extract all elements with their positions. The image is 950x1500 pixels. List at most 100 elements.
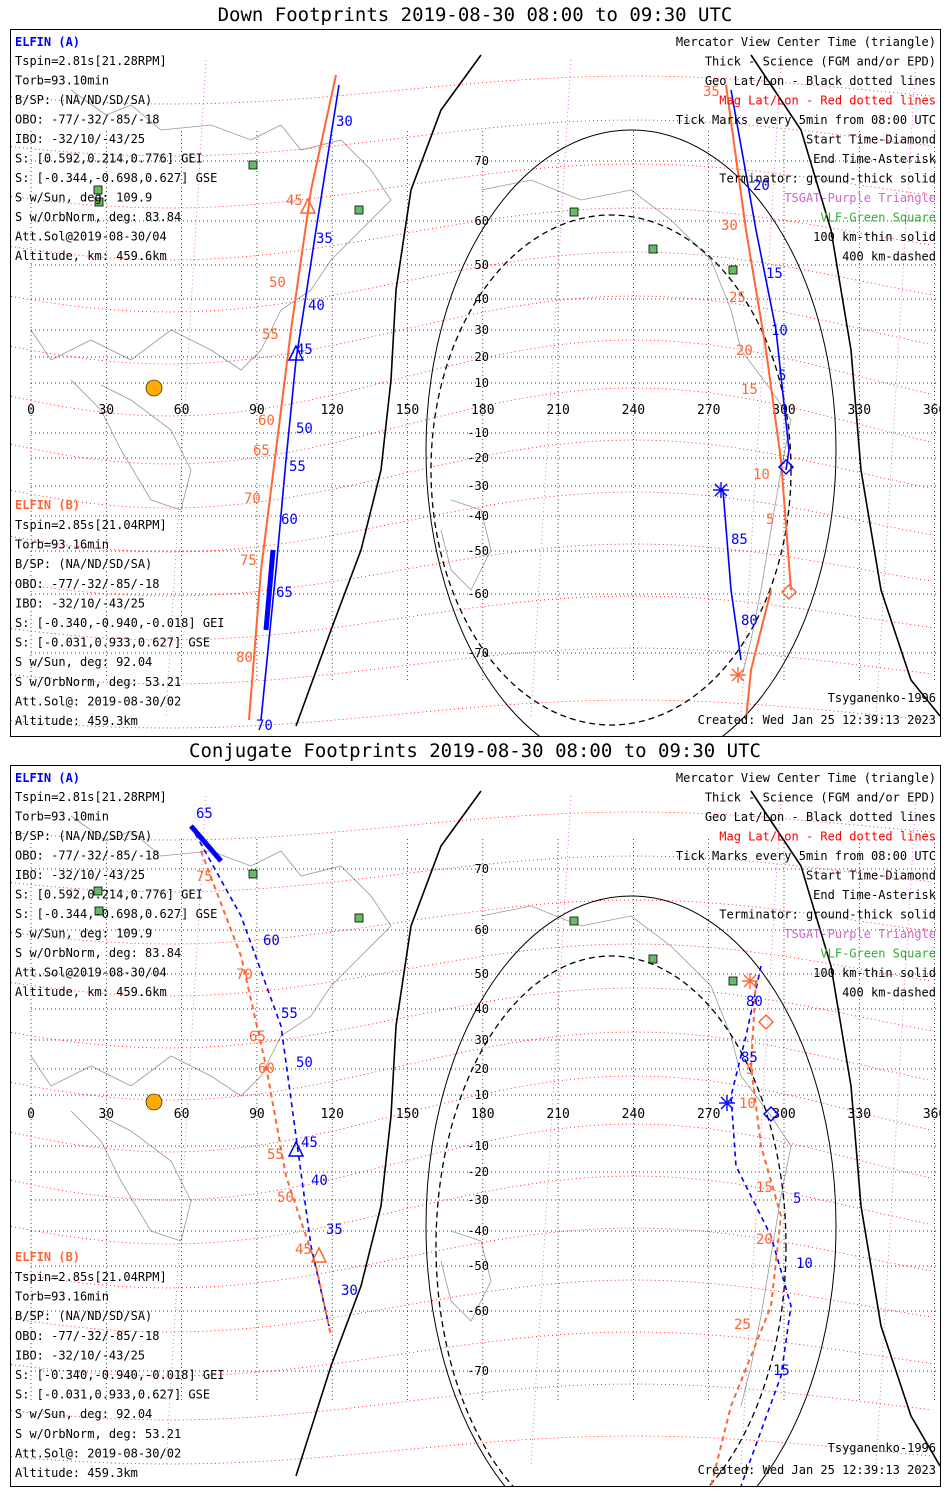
elfin-b-end-asterisk-stroke <box>743 974 757 988</box>
elfin-a-track-south <box>722 489 742 661</box>
latitude-label: 20 <box>475 1062 489 1076</box>
terminator-left <box>295 790 482 1477</box>
legend-entry: Mercator View Center Time (triangle) <box>676 35 936 49</box>
latitude-label: -10 <box>467 426 489 440</box>
latitude-label: 60 <box>475 214 489 228</box>
elfin-a-tick-label: 50 <box>296 421 313 437</box>
elfin-a-tick-label: 80 <box>746 994 763 1010</box>
elfin-b-info-line: S: [-0.031,0.933,0.627] GSE <box>15 636 210 650</box>
elfin-a-info-line: S w/OrbNorm, deg: 83.84 <box>15 210 181 224</box>
elfin-a-tick-label: 5 <box>793 1191 801 1207</box>
legend-entry: 400 km-dashed <box>842 250 936 264</box>
elfin-b-tick-label: 60 <box>258 1061 275 1077</box>
africa-coastline <box>70 379 192 511</box>
mag-latitude-line <box>11 1227 932 1289</box>
legend-entry: Terminator: ground-thick solid <box>719 172 936 186</box>
elfin-b-track-right <box>710 980 783 1486</box>
elfin-b-info-line: Altitude: 459.3km <box>15 714 138 728</box>
elfin-b-tick-label: 25 <box>734 1317 751 1333</box>
elfin-a-info-line: Att.Sol@2019-08-30/04 <box>15 230 167 244</box>
elfin-b-info-line: Torb=93.16min <box>15 538 109 552</box>
vlf-station-square <box>354 913 364 923</box>
mag-latitude-line <box>11 987 932 1049</box>
elfin-b-info-line: B/SP: (NA/ND/SD/SA) <box>15 1309 152 1323</box>
latitude-label: 50 <box>475 258 489 272</box>
down-map-svg: 0306090120150180210240270300330360706050… <box>11 35 940 736</box>
americas-coastline <box>480 905 792 1407</box>
vlf-station-square <box>248 160 258 170</box>
elfin-b-tick-label: 60 <box>258 413 275 429</box>
elfin-a-tick-label: 50 <box>296 1055 313 1071</box>
longitude-label: 60 <box>174 1107 190 1122</box>
latitude-label: -30 <box>467 479 489 493</box>
visibility-400km-oval <box>435 955 787 1486</box>
elfin-b-track-south <box>745 589 772 721</box>
elfin-a-info-line: S: [-0.344,-0.698,0.627] GSE <box>15 907 217 921</box>
elfin-a-track-left <box>190 825 330 1327</box>
elfin-b-end-asterisk-stroke <box>731 668 745 682</box>
legend-entry: TSGAT-Purple Triangle <box>784 927 936 941</box>
elfin-b-name: ELFIN (B) <box>15 498 80 512</box>
latitude-label: -20 <box>467 451 489 465</box>
elfin-a-tick-label: 10 <box>796 1256 813 1272</box>
latitude-label: -60 <box>467 587 489 601</box>
elfin-b-info-line: Altitude: 459.3km <box>15 1466 138 1480</box>
longitude-label: 180 <box>471 1107 494 1122</box>
latitude-label: 70 <box>475 154 489 168</box>
legend-entry: VLF-Green Square <box>820 211 936 225</box>
elfin-a-tick-label: 60 <box>263 933 280 949</box>
latitude-label: 30 <box>475 1033 489 1047</box>
elfin-a-tick-label: 85 <box>731 532 748 548</box>
elfin-a-end-asterisk-stroke <box>714 483 728 497</box>
latitude-label: -70 <box>467 646 489 660</box>
terminator-right <box>750 54 940 717</box>
elfin-b-tick-label: 50 <box>269 275 286 291</box>
elfin-b-info-line: Torb=93.16min <box>15 1290 109 1304</box>
elfin-a-info-line: Att.Sol@2019-08-30/04 <box>15 966 167 980</box>
terminator-right <box>750 790 940 1467</box>
elfin-b-start-diamond <box>780 583 798 601</box>
elfin-b-tick-label: 15 <box>741 382 758 398</box>
legend-entry: Geo Lat/Lon - Black dotted lines <box>705 810 936 824</box>
down-panel-title: Down Footprints 2019-08-30 08:00 to 09:3… <box>217 4 733 26</box>
legend-entry: 100 km-thin solid <box>813 230 936 244</box>
longitude-label: 360 <box>923 1107 940 1122</box>
latitude-label: 20 <box>475 350 489 364</box>
elfin-a-start-diamond <box>762 1105 780 1123</box>
legend-entry: Geo Lat/Lon - Black dotted lines <box>705 74 936 88</box>
vlf-station-square <box>354 205 364 215</box>
legend-entry: 100 km-thin solid <box>813 966 936 980</box>
elfin-a-name: ELFIN (A) <box>15 771 80 785</box>
latitude-label: 70 <box>475 862 489 876</box>
americas-coastline <box>480 179 792 681</box>
elfin-a-track-left <box>260 84 340 721</box>
latitude-label: -60 <box>467 1304 489 1318</box>
elfin-a-info-line: S w/OrbNorm, deg: 83.84 <box>15 946 181 960</box>
elfin-b-tick-label: 45 <box>286 193 303 209</box>
africa-coastline <box>70 1110 192 1242</box>
vlf-station-square <box>248 869 258 879</box>
vlf-station-square <box>94 906 104 916</box>
elfin-b-info-line: S w/Sun, deg: 92.04 <box>15 1407 152 1421</box>
longitude-label: 60 <box>174 403 190 418</box>
conjugate-map-svg: 0 30 60 90 120 150 180 210 240 270 300 330 360 70 60 50… <box>11 771 940 1486</box>
elfin-a-tick-label: 15 <box>773 1363 790 1379</box>
latitude-label: 60 <box>475 923 489 937</box>
created-timestamp: Created: Wed Jan 25 12:39:13 2023 <box>698 713 936 727</box>
australia-coastline <box>440 1230 492 1322</box>
elfin-a-name: ELFIN (A) <box>15 35 80 49</box>
elfin-a-tick-label: 10 <box>771 323 788 339</box>
legend-entry: Tick Marks every 5min from 08:00 UTC <box>676 113 936 127</box>
mag-latitude-line <box>11 811 932 841</box>
longitude-label: 330 <box>848 403 871 418</box>
vlf-station-square <box>728 976 738 986</box>
longitude-label: 90 <box>249 403 265 418</box>
elfin-a-info-line: Altitude, km: 459.6km <box>15 985 167 999</box>
elfin-b-tick-label: 5 <box>746 1062 754 1078</box>
longitude-label: 0 <box>27 403 35 418</box>
visibility-100km-oval <box>425 129 837 736</box>
legend-entry: 400 km-dashed <box>842 986 936 1000</box>
mag-longitude-line <box>530 59 572 717</box>
elfin-a-tick-label: 65 <box>196 806 213 822</box>
latitude-label: -10 <box>467 1139 489 1153</box>
